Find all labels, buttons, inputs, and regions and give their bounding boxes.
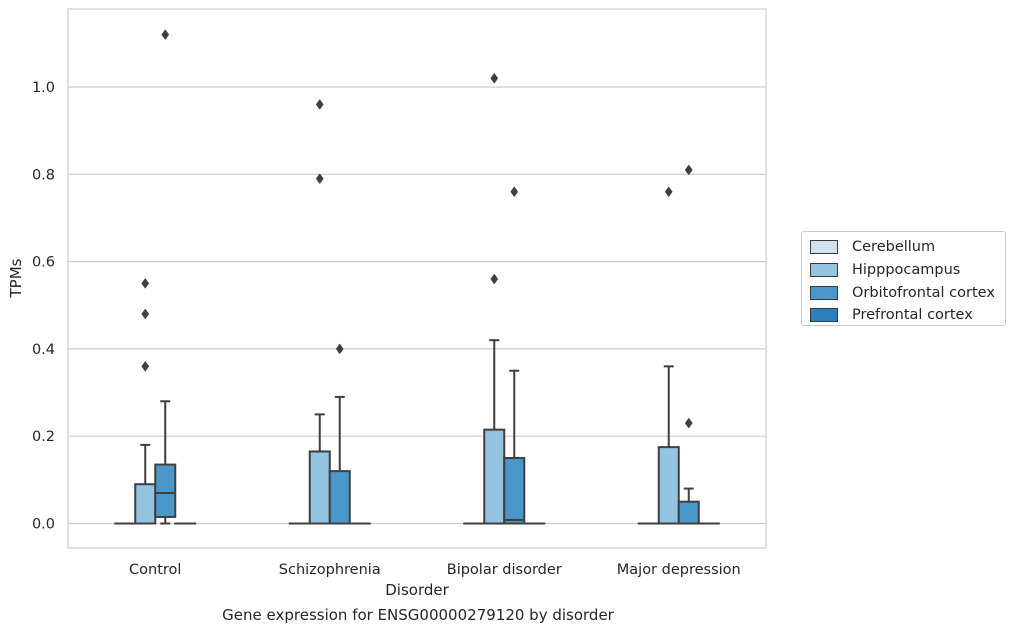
legend-item: Orbitofrontal cortex bbox=[810, 281, 997, 304]
y-tick-label: 1.0 bbox=[32, 80, 55, 96]
y-tick-label: 0.2 bbox=[32, 429, 55, 445]
y-tick-labels: 0.0 0.2 0.4 0.6 0.8 1.0 bbox=[32, 80, 55, 533]
x-tick-labels: Control Schizophrenia Bipolar disorder Majo… bbox=[129, 562, 741, 578]
legend: Cerebellum Hipppocampus Orbitofrontal cort… bbox=[801, 231, 1006, 326]
x-tick-label: Bipolar disorder bbox=[447, 562, 562, 578]
legend-swatch bbox=[810, 263, 838, 277]
legend-item: Hipppocampus bbox=[810, 259, 997, 282]
y-tick-label: 0.0 bbox=[32, 517, 55, 533]
legend-label: Cerebellum bbox=[852, 239, 935, 255]
chart-caption: Gene expression for ENSG00000279120 by d… bbox=[0, 606, 836, 624]
box-body bbox=[484, 430, 504, 524]
legend-swatch bbox=[810, 308, 838, 322]
box-body bbox=[155, 465, 175, 517]
y-tick-label: 0.8 bbox=[32, 167, 55, 183]
box-body bbox=[679, 502, 699, 524]
x-axis-label: Disorder bbox=[385, 581, 449, 599]
legend-label: Orbitofrontal cortex bbox=[852, 285, 995, 301]
box-body bbox=[135, 484, 155, 523]
box-body bbox=[310, 451, 330, 523]
legend-item: Prefrontal cortex bbox=[810, 304, 997, 327]
legend-item: Cerebellum bbox=[810, 236, 997, 259]
box-body bbox=[659, 447, 679, 523]
x-tick-label: Major depression bbox=[617, 562, 741, 578]
x-tick-label: Control bbox=[129, 562, 181, 578]
legend-swatch bbox=[810, 240, 838, 254]
y-axis-label: TPMs bbox=[7, 258, 25, 298]
legend-swatch bbox=[810, 286, 838, 300]
legend-label: Hipppocampus bbox=[852, 262, 960, 278]
box-body bbox=[330, 471, 350, 523]
box-body bbox=[504, 458, 524, 523]
x-tick-label: Schizophrenia bbox=[279, 562, 381, 578]
y-tick-label: 0.4 bbox=[32, 342, 55, 358]
y-tick-label: 0.6 bbox=[32, 255, 55, 271]
legend-label: Prefrontal cortex bbox=[852, 307, 973, 323]
